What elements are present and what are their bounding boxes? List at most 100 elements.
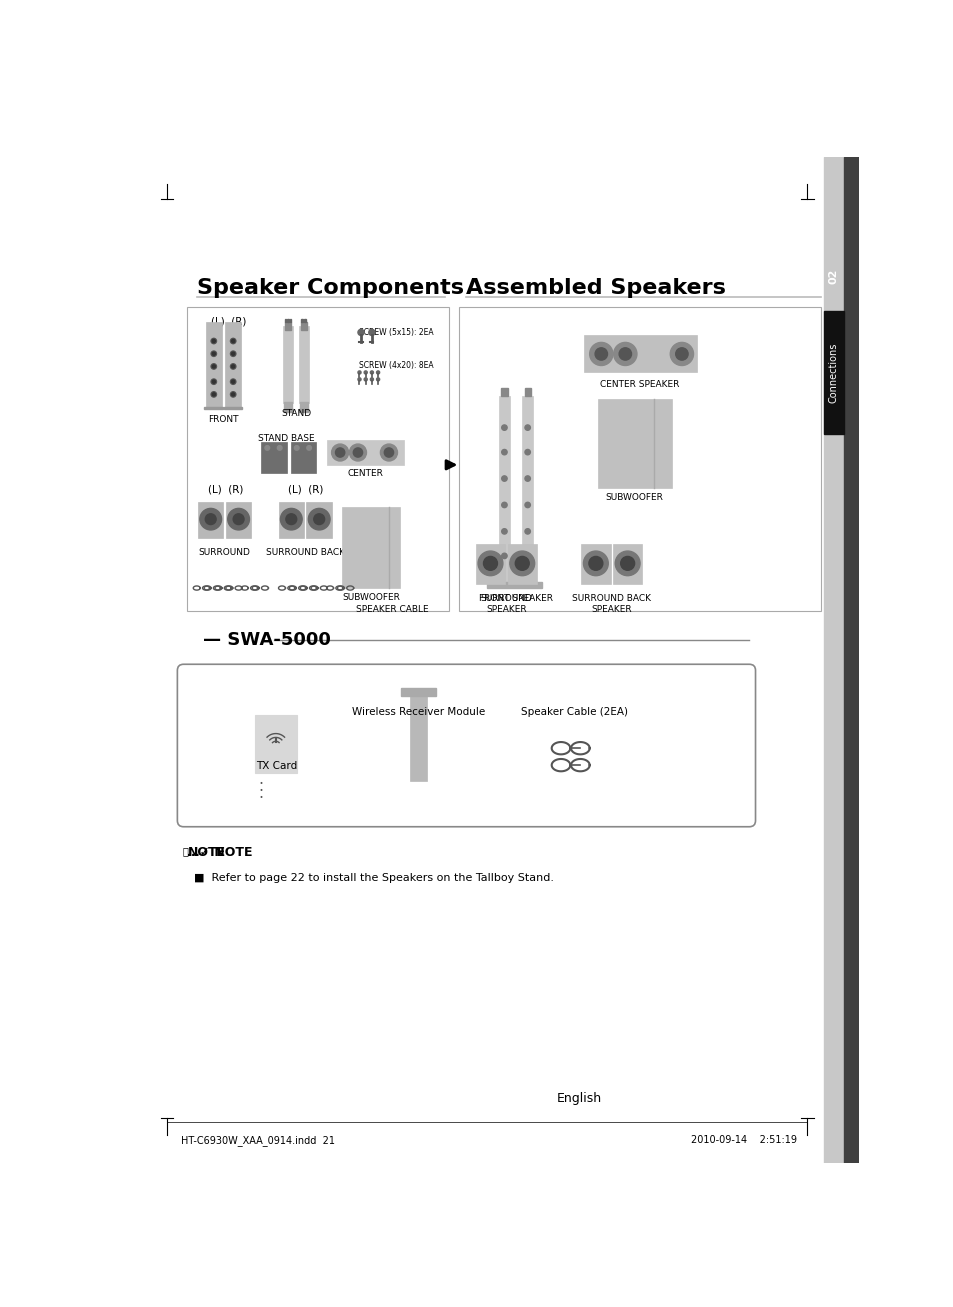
Circle shape: [277, 446, 282, 450]
Text: — SWA-5000: — SWA-5000: [203, 631, 331, 648]
Circle shape: [615, 552, 639, 575]
Circle shape: [232, 340, 234, 342]
Circle shape: [286, 514, 296, 524]
Bar: [285, 323, 291, 331]
Bar: [285, 319, 286, 323]
Bar: [298, 409, 308, 412]
Bar: [303, 319, 305, 323]
Text: SURROUND: SURROUND: [198, 548, 251, 557]
Bar: [341, 507, 399, 588]
Circle shape: [384, 448, 394, 457]
Bar: [300, 323, 307, 331]
Text: 02: 02: [828, 268, 838, 284]
Circle shape: [212, 365, 215, 369]
Text: (L)  (R): (L) (R): [208, 484, 244, 494]
Circle shape: [212, 340, 215, 342]
Circle shape: [524, 553, 530, 558]
Circle shape: [307, 446, 311, 450]
Text: Wireless Receiver Module: Wireless Receiver Module: [352, 707, 484, 718]
Bar: [187, 307, 449, 612]
Text: SUBWOOFER: SUBWOOFER: [342, 593, 399, 603]
Bar: [288, 319, 289, 323]
Circle shape: [524, 528, 530, 535]
Circle shape: [588, 557, 602, 570]
Circle shape: [675, 348, 687, 361]
Circle shape: [211, 363, 216, 369]
Text: Assembled Speakers: Assembled Speakers: [466, 278, 725, 298]
Text: …✓ NOTE: …✓ NOTE: [187, 846, 253, 859]
Circle shape: [483, 557, 497, 570]
Bar: [507, 544, 537, 584]
Circle shape: [380, 444, 397, 461]
Bar: [261, 442, 286, 473]
Bar: [823, 157, 843, 1163]
Circle shape: [589, 342, 612, 366]
Bar: [400, 689, 436, 695]
Circle shape: [353, 448, 362, 457]
Text: CENTER: CENTER: [348, 469, 383, 477]
Circle shape: [357, 371, 360, 374]
Circle shape: [294, 446, 298, 450]
Circle shape: [231, 392, 235, 397]
Circle shape: [477, 552, 502, 575]
Text: TX Card: TX Card: [255, 761, 297, 771]
Circle shape: [524, 502, 530, 507]
Circle shape: [369, 329, 375, 336]
Bar: [204, 406, 223, 409]
Bar: [498, 396, 509, 584]
Text: SURROUND BACK: SURROUND BACK: [266, 548, 344, 557]
Circle shape: [212, 393, 215, 396]
Circle shape: [211, 379, 216, 384]
Circle shape: [357, 329, 364, 336]
Circle shape: [335, 448, 344, 457]
Circle shape: [332, 444, 348, 461]
Circle shape: [509, 552, 534, 575]
Text: STAND BASE: STAND BASE: [257, 434, 314, 443]
Bar: [225, 323, 241, 406]
Circle shape: [370, 371, 373, 374]
Circle shape: [595, 348, 607, 361]
Circle shape: [376, 371, 379, 374]
Bar: [598, 400, 671, 488]
Text: SCREW (5x15): 2EA: SCREW (5x15): 2EA: [359, 328, 434, 337]
Circle shape: [357, 378, 360, 380]
Circle shape: [205, 514, 216, 524]
Circle shape: [308, 508, 330, 529]
Text: Connections: Connections: [828, 342, 838, 403]
Bar: [583, 336, 696, 372]
Circle shape: [349, 444, 366, 461]
Circle shape: [232, 380, 234, 383]
Circle shape: [228, 508, 249, 529]
Circle shape: [613, 342, 637, 366]
Circle shape: [364, 378, 367, 380]
Bar: [300, 319, 301, 323]
Circle shape: [231, 339, 235, 344]
Text: NOTE: NOTE: [187, 846, 225, 859]
Bar: [286, 319, 288, 323]
Circle shape: [524, 425, 530, 430]
FancyBboxPatch shape: [177, 664, 755, 827]
Circle shape: [524, 450, 530, 455]
Text: (L)  (R): (L) (R): [211, 316, 246, 327]
Bar: [302, 319, 303, 323]
Circle shape: [620, 557, 634, 570]
Bar: [298, 327, 309, 404]
Circle shape: [280, 508, 302, 529]
Text: 2010-09-14    2:51:19: 2010-09-14 2:51:19: [691, 1134, 797, 1145]
Circle shape: [232, 365, 234, 369]
Bar: [299, 401, 307, 409]
Bar: [476, 544, 505, 584]
Text: Speaker Components: Speaker Components: [196, 278, 463, 298]
Circle shape: [501, 450, 507, 455]
Circle shape: [583, 552, 608, 575]
Circle shape: [231, 379, 235, 384]
Circle shape: [211, 339, 216, 344]
Circle shape: [233, 514, 244, 524]
Text: FRONT SPEAKER: FRONT SPEAKER: [478, 595, 553, 604]
Bar: [580, 544, 610, 584]
Circle shape: [501, 528, 507, 535]
Text: (L)  (R): (L) (R): [288, 484, 323, 494]
Circle shape: [524, 476, 530, 481]
Circle shape: [231, 363, 235, 369]
Circle shape: [501, 476, 507, 481]
